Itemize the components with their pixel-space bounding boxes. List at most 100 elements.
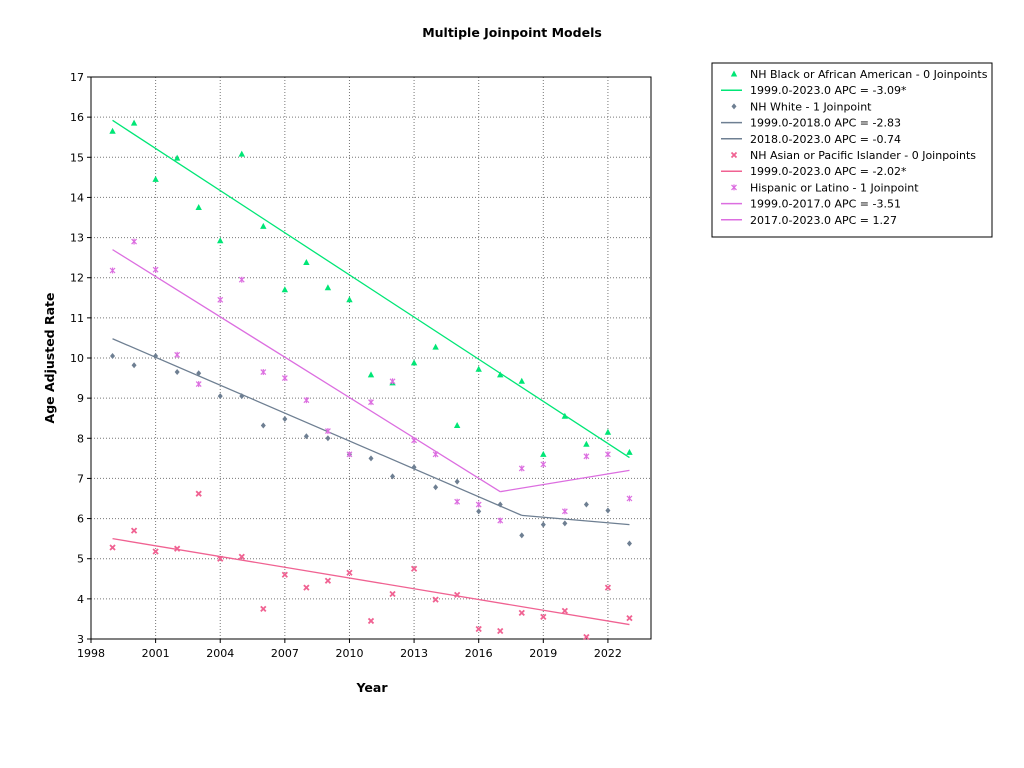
y-tick-label: 15 (70, 151, 84, 164)
data-point-1 (476, 508, 482, 515)
data-point-0 (561, 412, 569, 419)
legend-fit-label: 1999.0-2018.0 APC = -2.83 (750, 117, 901, 130)
data-point-0 (173, 154, 181, 161)
x-tick-label: 2007 (271, 647, 299, 660)
data-point-1 (454, 478, 460, 485)
data-point-2 (174, 545, 181, 552)
data-point-2 (195, 490, 202, 497)
data-point-0 (303, 258, 310, 265)
legend-entry: Hispanic or Latino - 1 Joinpoint (750, 181, 919, 194)
x-tick-label: 2001 (142, 647, 170, 660)
legend-box (711, 62, 993, 238)
data-point-0 (195, 203, 202, 210)
x-axis-ticks: 1998 2001 2004 2007 2010 2013 2016 2019 2022 (77, 639, 622, 660)
data-point-0 (626, 448, 633, 455)
x-tick-label: 2022 (594, 647, 622, 660)
data-point-0 (410, 359, 418, 366)
data-point-3 (324, 428, 331, 435)
data-point-0 (238, 150, 245, 157)
data-point-1 (303, 433, 309, 440)
data-point-2 (260, 605, 267, 613)
legend-fit-label: 1999.0-2023.0 APC = -2.02* (750, 165, 907, 178)
data-point-2 (281, 571, 288, 578)
data-point-2 (130, 527, 138, 534)
data-point-3 (131, 238, 138, 245)
legend-entry: NH Black or African American - 0 Joinpoi… (750, 68, 988, 81)
data-point-2 (432, 596, 439, 603)
data-point-3 (195, 381, 202, 388)
data-point-3 (583, 453, 590, 460)
data-point-1 (626, 540, 632, 547)
data-point-0 (324, 284, 332, 291)
x-tick-label: 1998 (77, 647, 105, 660)
data-point-1 (153, 352, 159, 359)
y-tick-label: 13 (70, 232, 84, 245)
data-point-2 (475, 625, 482, 633)
data-point-1 (217, 393, 223, 400)
fit-line-1-1 (521, 514, 630, 526)
data-point-1 (260, 422, 266, 429)
data-point-2 (410, 565, 418, 572)
y-tick-label: 12 (70, 272, 84, 285)
fit-line-1-0 (112, 338, 523, 516)
data-point-2 (626, 614, 633, 622)
data-point-2 (217, 555, 224, 562)
data-point-2 (303, 584, 310, 591)
data-point-1 (131, 362, 137, 369)
legend-entry: NH White - 1 Joinpoint (750, 100, 872, 113)
data-point-3 (497, 517, 504, 524)
data-point-0 (130, 119, 138, 126)
data-point-0 (583, 440, 590, 447)
legend-marker (731, 184, 737, 191)
y-tick-label: 5 (77, 553, 84, 566)
data-point-1 (540, 521, 546, 528)
y-tick-label: 10 (70, 352, 84, 365)
y-tick-label: 4 (77, 593, 84, 606)
data-point-3 (152, 266, 159, 273)
y-tick-label: 14 (70, 191, 84, 204)
data-point-2 (497, 627, 504, 635)
y-tick-label: 11 (70, 312, 84, 325)
data-point-2 (346, 569, 353, 576)
data-point-1 (411, 464, 417, 471)
x-tick-label: 2004 (206, 647, 234, 660)
data-point-3 (604, 451, 611, 458)
data-point-3 (626, 495, 633, 502)
chart-title: Multiple Joinpoint Models (422, 25, 602, 40)
data-point-3 (217, 296, 224, 303)
data-point-2 (604, 584, 612, 591)
data-point-2 (109, 544, 116, 551)
x-axis-title: Year (356, 680, 389, 695)
legend-fit-label: 2018.0-2023.0 APC = -0.74 (750, 133, 901, 146)
data-point-2 (324, 577, 332, 584)
data-point-0 (217, 237, 224, 244)
data-point-2 (454, 591, 461, 598)
data-point-1 (239, 393, 245, 400)
y-axis-ticks: 3 4 5 6 7 8 9 10 11 12 13 14 15 16 17 (70, 71, 91, 646)
x-tick-label: 2010 (335, 647, 363, 660)
data-point-3 (368, 399, 374, 406)
data-point-1 (497, 501, 503, 508)
data-point-1 (433, 484, 439, 491)
fit-line-3-1 (500, 469, 630, 493)
data-point-1 (605, 507, 611, 514)
data-point-0 (152, 175, 159, 182)
data-point-1 (110, 352, 116, 359)
y-tick-label: 9 (77, 392, 84, 405)
data-point-0 (518, 377, 525, 384)
data-point-0 (604, 428, 612, 435)
x-tick-label: 2019 (529, 647, 557, 660)
data-point-0 (260, 222, 267, 229)
y-tick-label: 6 (77, 513, 84, 526)
data-point-3 (260, 369, 267, 376)
data-point-1 (325, 435, 331, 442)
x-tick-label: 2013 (400, 647, 428, 660)
data-point-0 (475, 365, 482, 372)
data-point-2 (367, 617, 375, 625)
data-point-0 (109, 127, 116, 134)
y-tick-label: 8 (77, 432, 84, 445)
data-point-1 (196, 370, 202, 377)
data-point-3 (346, 451, 353, 458)
y-tick-label: 7 (77, 472, 84, 485)
data-point-1 (368, 455, 374, 462)
